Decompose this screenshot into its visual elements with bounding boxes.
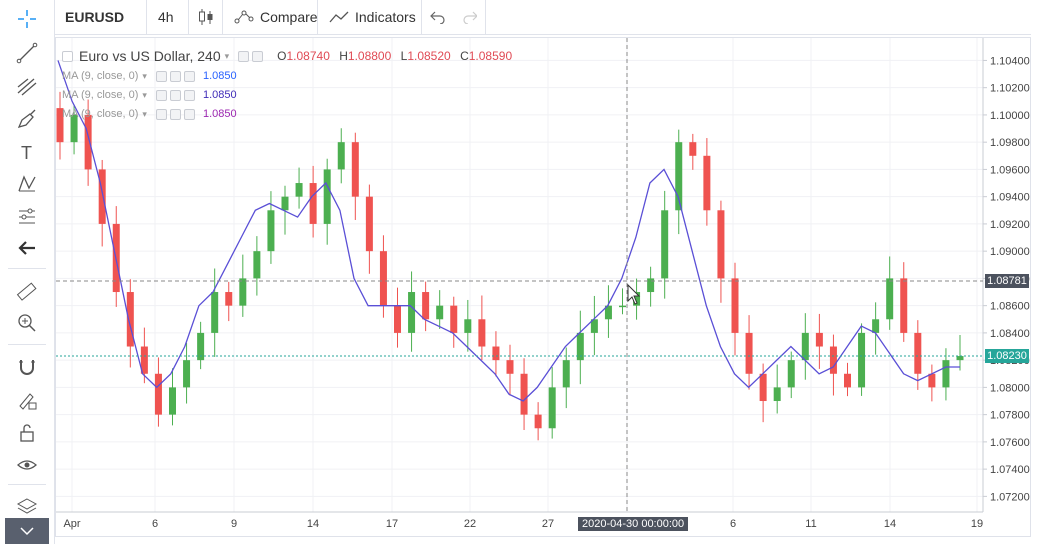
magnet-icon[interactable] <box>13 353 41 381</box>
high-key: H <box>339 49 348 63</box>
compare-button[interactable]: Compare <box>223 0 318 35</box>
pattern-icon[interactable] <box>13 170 41 198</box>
chevron-down-icon[interactable]: ▾ <box>142 108 147 119</box>
back-arrow-icon[interactable] <box>13 234 41 262</box>
open-value: 1.08740 <box>286 49 330 63</box>
ma-label[interactable]: MA (9, close, 0) <box>62 70 139 82</box>
layers-icon[interactable] <box>13 493 41 521</box>
redo-button[interactable] <box>454 0 486 35</box>
trend-line-icon[interactable] <box>13 39 41 67</box>
compare-label: Compare <box>260 9 318 25</box>
unlock-icon[interactable] <box>13 419 41 447</box>
ma-legend-row: MA (9, close, 0) ▾ 1.0850 <box>62 89 237 101</box>
settings-icon[interactable] <box>169 89 181 101</box>
ohlc-values: O1.08740 H1.08800 L1.08520 C1.08590 <box>271 49 512 63</box>
zoom-in-icon[interactable] <box>13 309 41 337</box>
eye-icon[interactable] <box>13 451 41 479</box>
low-value: 1.08520 <box>407 49 451 63</box>
close-icon[interactable] <box>183 89 195 101</box>
chart-type-button[interactable] <box>189 0 223 35</box>
ma-label[interactable]: MA (9, close, 0) <box>62 89 139 101</box>
visibility-icon[interactable] <box>155 70 167 82</box>
redo-icon <box>463 11 477 24</box>
collapse-legend-icon[interactable] <box>62 50 73 62</box>
symbol-search[interactable]: EURUSD <box>55 0 147 35</box>
lock-drawings-icon[interactable] <box>13 386 41 414</box>
ma-legend-row: MA (9, close, 0) ▾ 1.0850 <box>62 70 237 82</box>
crosshair-icon[interactable] <box>13 5 41 33</box>
ma-legend-row: MA (9, close, 0) ▾ 1.0850 <box>62 108 237 120</box>
toolbar-divider <box>8 344 46 345</box>
top-toolbar: EURUSD 4h Compare Indicators <box>55 0 1031 35</box>
candles-icon <box>199 9 213 25</box>
prediction-icon[interactable] <box>13 203 41 231</box>
high-value: 1.08800 <box>347 49 392 63</box>
series-title[interactable]: Euro vs US Dollar, 240 <box>79 48 221 64</box>
chevron-down-icon[interactable]: ▾ <box>224 50 230 61</box>
open-key: O <box>277 49 287 63</box>
visibility-icon[interactable] <box>238 50 250 62</box>
drawing-toolbar: T <box>0 0 55 544</box>
settings-icon[interactable] <box>252 50 264 62</box>
crosshair-price-label: 1.08781 <box>985 273 1029 288</box>
undo-button[interactable] <box>422 0 454 35</box>
ruler-icon[interactable] <box>13 278 41 306</box>
crosshair-time-label: 2020-04-30 00:00:00 <box>578 517 689 531</box>
compare-icon <box>234 9 254 25</box>
close-icon[interactable] <box>183 70 195 82</box>
ma-label[interactable]: MA (9, close, 0) <box>62 108 139 120</box>
ma-value: 1.0850 <box>202 108 237 120</box>
text-tool-icon[interactable]: T <box>13 138 41 166</box>
close-icon[interactable] <box>183 108 195 120</box>
ma-value: 1.0850 <box>202 70 237 82</box>
last-price-label: 1.08230 <box>985 349 1029 364</box>
visibility-icon[interactable] <box>155 89 167 101</box>
interval-button[interactable]: 4h <box>147 0 189 35</box>
chevron-down-icon <box>20 527 34 536</box>
chevron-down-icon[interactable]: ▾ <box>142 70 147 81</box>
series-legend: Euro vs US Dollar, 240 ▾ O1.08740 H1.088… <box>62 48 512 64</box>
close-value: 1.08590 <box>468 49 513 63</box>
settings-icon[interactable] <box>169 108 181 120</box>
indicators-button[interactable]: Indicators <box>318 0 422 35</box>
pitchfork-icon[interactable] <box>13 72 41 100</box>
indicators-label: Indicators <box>355 9 416 25</box>
settings-icon[interactable] <box>169 70 181 82</box>
toolbar-divider <box>8 268 46 269</box>
svg-text:T: T <box>21 143 32 163</box>
low-key: L <box>400 49 408 63</box>
visibility-icon[interactable] <box>155 108 167 120</box>
brush-icon[interactable] <box>13 105 41 133</box>
toolbar-divider <box>8 484 46 485</box>
ma-value: 1.0850 <box>202 89 237 101</box>
indicators-icon <box>329 10 349 24</box>
chevron-down-icon[interactable]: ▾ <box>142 89 147 100</box>
close-key: C <box>460 49 469 63</box>
collapse-toolbar-button[interactable] <box>5 518 49 544</box>
undo-icon <box>430 11 445 24</box>
